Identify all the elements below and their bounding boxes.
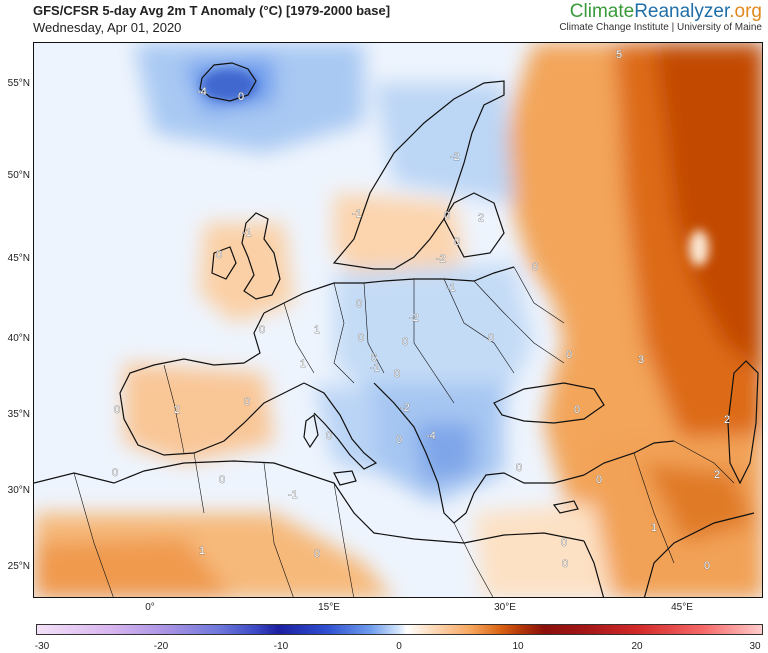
contour-label: 0 [219, 474, 225, 486]
contour-label: 0 [402, 336, 408, 348]
contour-label: 0 [114, 404, 120, 416]
contour-label: 0 [394, 368, 400, 380]
contour-label: 1 [199, 545, 205, 557]
contour-label: 2 [174, 404, 180, 416]
lon-label: 0° [145, 602, 155, 613]
contour-label: 0 [396, 434, 402, 446]
contour-label: -1 [370, 362, 380, 374]
contour-label: 5 [616, 49, 622, 61]
lat-label: 40°N [7, 333, 30, 344]
lon-label: 15°E [318, 602, 340, 613]
contour-label: 0 [244, 396, 250, 408]
contour-label: 0 [454, 236, 460, 248]
contour-label: 3 [638, 354, 644, 366]
map-date: Wednesday, Apr 01, 2020 [33, 20, 182, 35]
contour-label: -1 [242, 227, 252, 239]
country-borders [73, 266, 735, 597]
colorbar-tick: 0 [396, 641, 402, 652]
lon-label: 45°E [671, 602, 693, 613]
contour-label: 0 [314, 548, 320, 560]
contour-label: 0 [238, 91, 244, 103]
colorbar-tick: 10 [512, 641, 524, 652]
colorbar-tick: -10 [273, 641, 289, 652]
contour-label: 0 [358, 332, 364, 344]
colorbar [36, 624, 763, 635]
contour-label: -2 [450, 151, 460, 163]
contour-label: -1 [446, 282, 456, 294]
contour-label: 0 [566, 349, 572, 361]
brand-name: ClimateReanalyzer.org [569, 1, 762, 22]
lat-label: 30°N [7, 485, 30, 496]
contour-label: 0 [326, 430, 332, 442]
contour-label: 0 [444, 210, 450, 222]
anomaly-field [34, 43, 762, 597]
contour-label: 0 [516, 462, 522, 474]
contour-label: 0 [574, 404, 580, 416]
contour-labels: 5 -4 0 -2 -1 0 -1 2 0 0 -2 -1 0 1 0 0 0 … [112, 49, 731, 573]
contour-label: -2 [400, 402, 410, 414]
contour-label: 0 [371, 352, 377, 364]
colorbar-tick: -30 [34, 641, 50, 652]
contour-label: 0 [561, 537, 567, 549]
contour-label: 2 [724, 414, 730, 426]
lat-label: 55°N [7, 78, 30, 89]
map-svg: 5 -4 0 -2 -1 0 -1 2 0 0 -2 -1 0 1 0 0 0 … [34, 43, 762, 597]
colorbar-tick: 20 [631, 641, 643, 652]
coastlines [34, 62, 759, 597]
contour-label: -4 [197, 86, 207, 98]
brand-tagline: Climate Change Institute | University of… [559, 22, 762, 33]
contour-label: 1 [300, 358, 306, 370]
contour-label: 2 [478, 212, 484, 224]
contour-label: 0 [259, 324, 265, 336]
contour-label: -2 [436, 253, 446, 265]
contour-label: -1 [352, 208, 362, 220]
contour-label: 0 [216, 249, 222, 261]
contour-label: 2 [714, 469, 720, 481]
lat-label: 25°N [7, 561, 30, 572]
brand-logo[interactable]: ClimateReanalyzer.org Climate Change Ins… [559, 1, 762, 33]
map-title: GFS/CFSR 5-day Avg 2m T Anomaly (°C) [19… [33, 3, 391, 18]
contour-label: 0 [704, 560, 710, 572]
contour-label: -4 [426, 430, 436, 442]
colorbar-tick: -20 [153, 641, 169, 652]
contour-label: 1 [651, 522, 657, 534]
colorbar-tick: 30 [749, 641, 761, 652]
contour-label: 0 [562, 558, 568, 570]
lat-label: 35°N [7, 409, 30, 420]
contour-label: 0 [112, 467, 118, 479]
contour-label: 0 [596, 474, 602, 486]
lat-label: 50°N [7, 170, 30, 181]
contour-label: 0 [356, 298, 362, 310]
lon-label: 30°E [494, 602, 516, 613]
anomaly-map: 5 -4 0 -2 -1 0 -1 2 0 0 -2 -1 0 1 0 0 0 … [33, 42, 763, 598]
contour-label: 0 [488, 332, 494, 344]
contour-label: 0 [532, 261, 538, 273]
contour-label: -2 [409, 312, 419, 324]
lat-label: 45°N [7, 253, 30, 264]
contour-label: 1 [314, 324, 320, 336]
contour-label: -1 [288, 489, 298, 501]
